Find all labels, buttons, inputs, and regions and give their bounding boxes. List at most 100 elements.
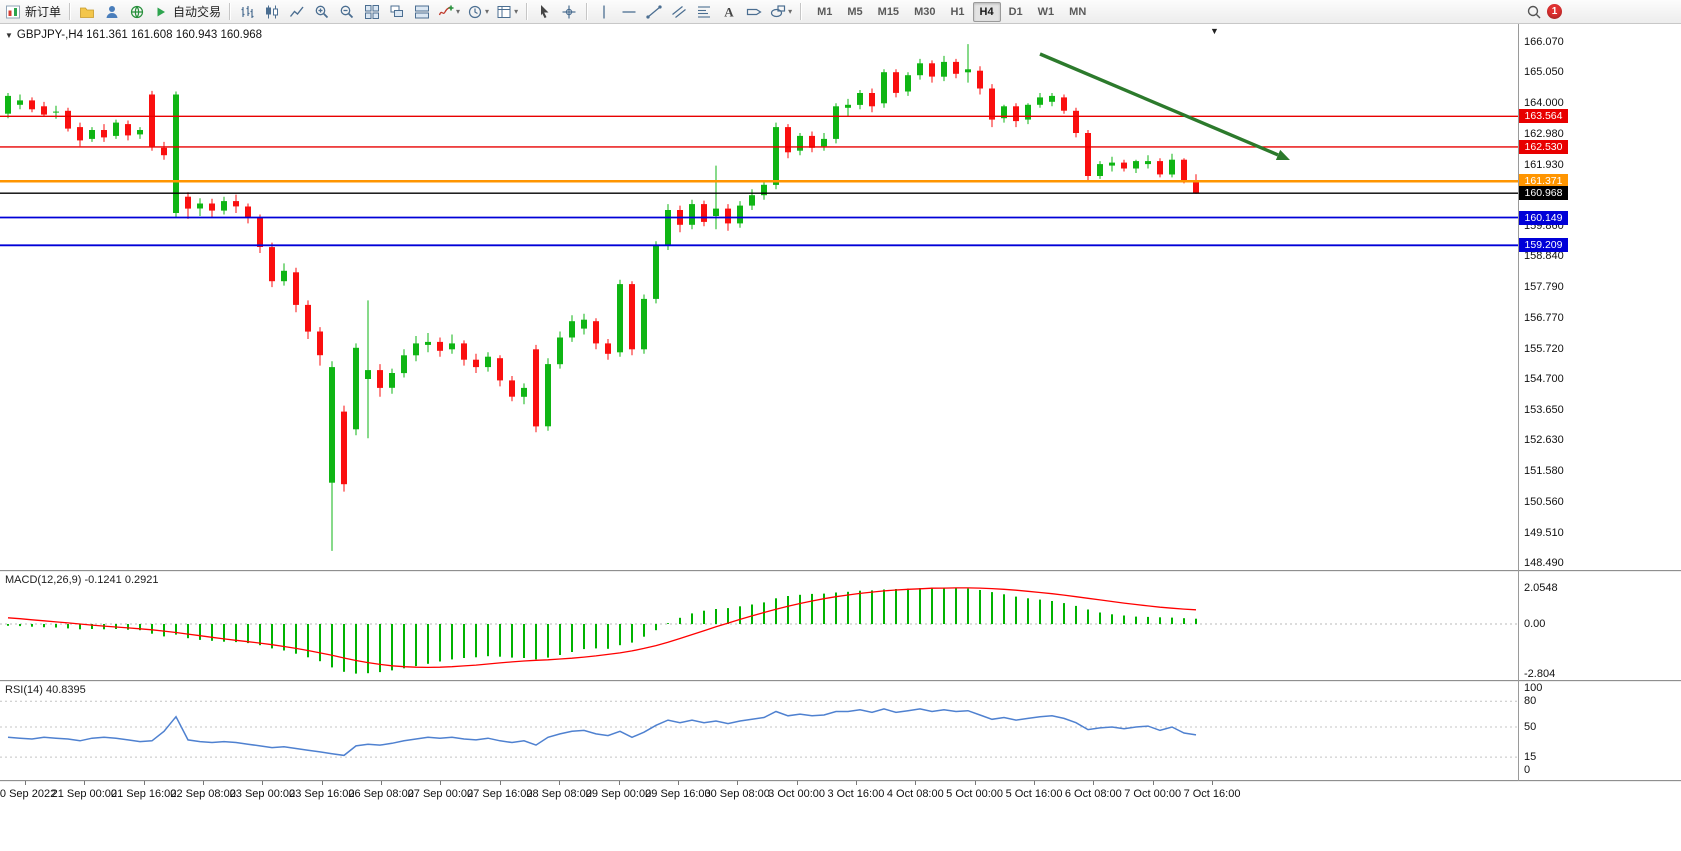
- candle-body: [329, 367, 335, 483]
- timeframe-button-w1[interactable]: W1: [1031, 2, 1062, 22]
- price-axis-label: 166.070: [1524, 36, 1564, 48]
- candle-body: [197, 203, 203, 209]
- vertical-line-button[interactable]: [592, 1, 616, 22]
- candle-body: [29, 100, 35, 110]
- indicators-button[interactable]: ▾: [435, 1, 463, 22]
- new-order-button[interactable]: 新订单: [2, 1, 64, 22]
- candle-body: [569, 321, 575, 338]
- cascade-windows-button[interactable]: [385, 1, 409, 22]
- time-label: 7 Oct 00:00: [1124, 788, 1182, 800]
- trend-arrow-shaft[interactable]: [1039, 52, 1279, 157]
- candle-body: [365, 370, 371, 379]
- rsi-line: [7, 708, 1197, 757]
- time-label: 30 Sep 08:00: [704, 788, 770, 800]
- candle-body: [173, 94, 179, 213]
- rsi-canvas[interactable]: [0, 681, 1518, 780]
- time-tick: [855, 781, 857, 785]
- channel-button[interactable]: [667, 1, 691, 22]
- periods-button[interactable]: ▾: [464, 1, 492, 22]
- zoom-in-button[interactable]: [310, 1, 334, 22]
- time-label: 3 Oct 16:00: [827, 788, 885, 800]
- candle-body: [797, 135, 803, 151]
- time-tick: [499, 781, 501, 785]
- search-button[interactable]: [1522, 1, 1546, 22]
- candlestick-chart-button[interactable]: [260, 1, 284, 22]
- candle-body: [581, 319, 587, 329]
- data-folder-button[interactable]: [75, 1, 99, 22]
- rsi-scale-label: 80: [1524, 695, 1537, 708]
- candle-body: [1049, 95, 1055, 102]
- dropdown-caret: ▾: [514, 6, 519, 16]
- text-tool-button[interactable]: A: [717, 1, 741, 22]
- line-chart-icon: [289, 6, 304, 17]
- candle-body: [989, 88, 995, 120]
- line-chart-button[interactable]: [285, 1, 309, 22]
- candle-body: [257, 217, 263, 247]
- trendline-icon: [646, 4, 662, 19]
- timeframe-button-m1[interactable]: M1: [810, 2, 839, 22]
- profile-button[interactable]: [100, 1, 124, 22]
- auto-trading-button[interactable]: 自动交易: [150, 1, 224, 22]
- time-axis[interactable]: 20 Sep 2022 21 Sep 00:00 21 Sep 16:00 22 Se…: [0, 780, 1681, 851]
- cursor-button[interactable]: [532, 1, 556, 22]
- symbol-ohlc-text: GBPJPY-,H4 161.361 161.608 160.943 160.9…: [16, 29, 263, 41]
- candle-body: [1109, 162, 1115, 166]
- toolbar-separator: [526, 3, 528, 20]
- time-tick: [1034, 781, 1035, 785]
- time-label: 3 Oct 00:00: [768, 788, 826, 800]
- macd-canvas[interactable]: [0, 571, 1518, 680]
- collapse-triangle-icon[interactable]: ▼: [5, 30, 13, 40]
- rsi-scale-label: 15: [1524, 751, 1537, 764]
- candle-body: [725, 208, 731, 224]
- candle-body: [1193, 181, 1199, 194]
- time-label: 4 Oct 08:00: [886, 788, 944, 800]
- candle-body: [785, 127, 791, 153]
- arrange-horizontal-button[interactable]: [410, 1, 434, 22]
- arrange-horizontal-icon: [415, 5, 430, 18]
- candle-body: [161, 147, 167, 156]
- fibonacci-button[interactable]: [692, 1, 716, 22]
- timeframe-button-m30[interactable]: M30: [907, 2, 942, 22]
- candle-body: [1037, 97, 1043, 105]
- trend-arrow-head[interactable]: [1275, 149, 1290, 160]
- community-button[interactable]: [125, 1, 149, 22]
- trendline-button[interactable]: [642, 1, 666, 22]
- timeframe-button-d1[interactable]: D1: [1002, 2, 1030, 22]
- time-label: 21 Sep 00:00: [51, 788, 118, 800]
- tile-windows-button[interactable]: [360, 1, 384, 22]
- play-icon: [157, 7, 166, 16]
- chart-shift-marker-icon[interactable]: ▼: [1210, 26, 1219, 36]
- price-axis-label: 151.580: [1524, 465, 1564, 478]
- time-label: 27 Sep 00:00: [407, 788, 474, 800]
- crosshair-button[interactable]: [557, 1, 581, 22]
- candle-body: [137, 130, 143, 135]
- candle-body: [869, 93, 875, 107]
- timeframe-button-m15[interactable]: M15: [871, 2, 906, 22]
- candle-body: [5, 95, 11, 114]
- toolbar-separator: [69, 3, 71, 20]
- time-tick: [737, 781, 739, 785]
- shapes-button[interactable]: ▾: [767, 1, 795, 22]
- text-icon: A: [724, 4, 734, 19]
- bar-chart-button[interactable]: [235, 1, 259, 22]
- candle-body: [629, 284, 635, 350]
- timeframe-button-mn[interactable]: MN: [1062, 2, 1093, 22]
- notification-badge[interactable]: 1: [1547, 4, 1562, 19]
- price-level-badge: 162.530: [1519, 139, 1568, 154]
- time-tick: [974, 781, 976, 785]
- label-tool-button[interactable]: [742, 1, 766, 22]
- timeframe-button-h1[interactable]: H1: [943, 2, 971, 22]
- timeframe-button-h4[interactable]: H4: [972, 1, 1001, 22]
- candle-body: [113, 122, 119, 136]
- zoom-out-button[interactable]: [335, 1, 359, 22]
- rsi-scale-label: 50: [1524, 721, 1537, 733]
- time-tick: [203, 781, 205, 785]
- price-axis-label: 164.000: [1524, 97, 1564, 110]
- candle-body: [1001, 106, 1007, 119]
- horizontal-line-button[interactable]: [617, 1, 641, 22]
- timeframe-button-m5[interactable]: M5: [840, 2, 869, 22]
- macd-label: MACD(12,26,9) -0.1241 0.2921: [5, 574, 159, 586]
- price-chart-canvas[interactable]: [0, 24, 1518, 570]
- time-tick: [796, 781, 798, 785]
- templates-button[interactable]: ▾: [493, 1, 521, 22]
